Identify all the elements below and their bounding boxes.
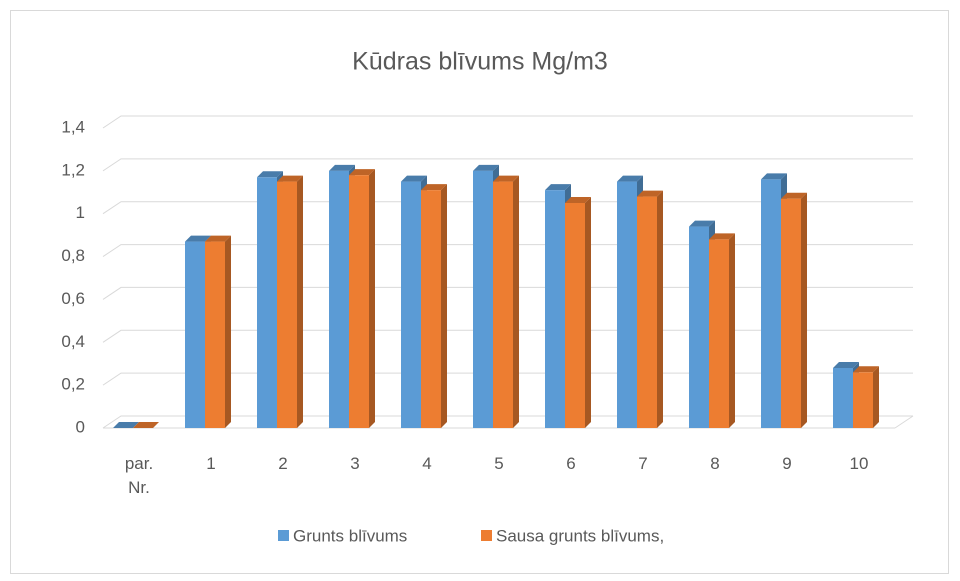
bar-side [657, 190, 663, 428]
x-tick-label: 9 [782, 454, 792, 473]
bar-side [801, 192, 807, 428]
bar-top [401, 175, 427, 182]
bar [853, 372, 873, 428]
bar-side [441, 184, 447, 428]
bar [205, 241, 225, 428]
bar [565, 203, 585, 428]
x-tick-label: 2 [278, 454, 288, 473]
bar-top [277, 175, 303, 182]
bar-top [493, 175, 519, 182]
bar-top [421, 184, 447, 191]
bar-side [297, 175, 303, 428]
y-tick-label: 1,2 [61, 160, 85, 179]
x-tick-label: 8 [710, 454, 720, 473]
x-tick-label: 3 [350, 454, 360, 473]
legend-label: Sausa grunts blīvums, [496, 526, 664, 545]
bar [637, 196, 657, 428]
y-tick-label: 0,8 [61, 246, 85, 265]
bar [833, 368, 853, 428]
x-tick-label: 10 [849, 454, 869, 473]
y-tick-label: 0 [76, 417, 85, 436]
bar-top [257, 171, 283, 178]
bar-side [225, 235, 231, 428]
x-tick-label: 7 [638, 454, 648, 473]
bar-top [565, 197, 591, 203]
bar-side [369, 169, 375, 428]
bar-top [761, 173, 787, 180]
bar-top [545, 184, 571, 191]
bar [761, 179, 781, 428]
bar [421, 190, 441, 428]
bar [401, 181, 421, 428]
chart-title: Kūdras blīvums Mg/m3 [352, 48, 608, 76]
legend-swatch [278, 530, 289, 541]
bar-top [185, 235, 211, 242]
bar [493, 181, 513, 428]
bar-top [349, 169, 375, 176]
bar [257, 177, 277, 428]
bar [689, 226, 709, 428]
bar [545, 190, 565, 428]
bar-top [473, 164, 499, 171]
bar-top [205, 235, 231, 242]
x-tick-label: 6 [566, 454, 576, 473]
bar [709, 239, 729, 428]
y-tick-label: 0,2 [61, 375, 85, 394]
bar-top [113, 422, 139, 428]
bar-top [781, 192, 807, 199]
x-tick-label: par. Nr. [124, 454, 154, 497]
bar-top [709, 233, 735, 240]
y-tick-label: 1 [76, 203, 85, 222]
bar [617, 181, 637, 428]
bar [277, 181, 297, 428]
x-tick-label: 5 [494, 454, 504, 473]
legend-label: Grunts blīvums [293, 526, 407, 545]
bar-top [133, 422, 159, 428]
bar-side [513, 175, 519, 428]
grid-line [102, 158, 913, 172]
x-tick-label: 4 [422, 454, 432, 473]
bar [185, 241, 205, 428]
bar-top [833, 362, 859, 368]
bar-top [329, 164, 355, 171]
grid-line [102, 115, 913, 129]
y-tick-label: 0,6 [61, 289, 85, 308]
bar-top [853, 366, 879, 373]
bar [781, 198, 801, 428]
floor-line [894, 415, 914, 429]
bar-side [873, 366, 879, 428]
legend-swatch [481, 530, 492, 541]
x-tick-label: 1 [206, 454, 216, 473]
y-tick-label: 1,4 [61, 117, 85, 136]
bar-side [729, 233, 735, 428]
bar-side [585, 197, 591, 428]
bar-top [637, 190, 663, 197]
bar-top [689, 220, 715, 227]
bar [329, 170, 349, 428]
bar [349, 175, 369, 428]
y-tick-label: 0,4 [61, 332, 85, 351]
bar [473, 170, 493, 428]
bar-top [617, 175, 643, 182]
